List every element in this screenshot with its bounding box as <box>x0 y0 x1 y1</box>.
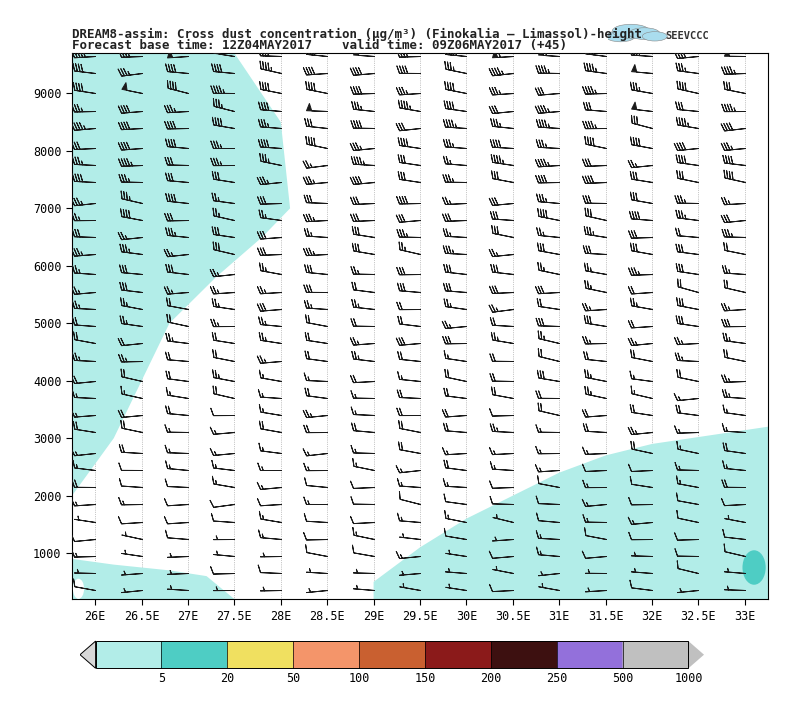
Circle shape <box>642 32 667 41</box>
Text: DREAM8-assim: Cross dust concentration (μg/m³) (Finokalia – Limassol)-height: DREAM8-assim: Cross dust concentration (… <box>72 28 642 41</box>
Polygon shape <box>72 559 234 599</box>
Polygon shape <box>622 641 704 669</box>
Bar <box>491 641 557 669</box>
Text: 20: 20 <box>220 671 234 685</box>
Polygon shape <box>72 53 290 496</box>
Text: 5: 5 <box>158 671 165 685</box>
Text: Forecast base time: 12Z04MAY2017    valid time: 09Z06MAY2017 (+45): Forecast base time: 12Z04MAY2017 valid t… <box>72 40 567 52</box>
Circle shape <box>629 28 660 40</box>
Ellipse shape <box>73 579 84 599</box>
Bar <box>96 641 162 669</box>
Text: 500: 500 <box>612 671 634 685</box>
Bar <box>425 641 490 669</box>
Text: 100: 100 <box>348 671 370 685</box>
Polygon shape <box>80 641 96 669</box>
Text: 1000: 1000 <box>674 671 702 685</box>
Bar <box>162 641 227 669</box>
Text: 150: 150 <box>414 671 436 685</box>
Text: 250: 250 <box>546 671 567 685</box>
Ellipse shape <box>742 550 766 585</box>
Text: SEEVCCC: SEEVCCC <box>666 31 709 41</box>
Text: 50: 50 <box>286 671 300 685</box>
Bar <box>96 641 688 669</box>
Polygon shape <box>374 427 768 599</box>
Bar <box>227 641 294 669</box>
Bar <box>294 641 359 669</box>
Circle shape <box>606 31 635 42</box>
Text: 200: 200 <box>480 671 502 685</box>
Bar <box>359 641 425 669</box>
Circle shape <box>612 24 650 38</box>
Bar <box>557 641 622 669</box>
